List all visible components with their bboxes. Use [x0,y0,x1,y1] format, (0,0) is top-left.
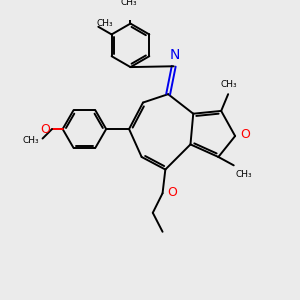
Text: CH₃: CH₃ [220,80,237,89]
Text: O: O [167,186,177,199]
Text: CH₃: CH₃ [22,136,39,145]
Text: N: N [170,48,180,62]
Text: CH₃: CH₃ [235,170,252,179]
Text: O: O [40,123,50,136]
Text: CH₃: CH₃ [96,20,113,28]
Text: O: O [240,128,250,141]
Text: CH₃: CH₃ [121,0,137,7]
